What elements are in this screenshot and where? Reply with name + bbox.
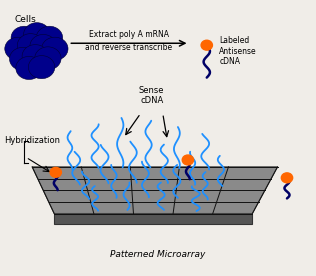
Polygon shape <box>32 167 277 214</box>
Circle shape <box>42 37 68 60</box>
Circle shape <box>16 56 42 79</box>
Circle shape <box>11 26 38 49</box>
Circle shape <box>35 47 61 70</box>
Circle shape <box>24 23 50 46</box>
Circle shape <box>5 37 31 60</box>
Circle shape <box>201 40 212 50</box>
Circle shape <box>9 47 36 70</box>
Circle shape <box>22 45 49 68</box>
Circle shape <box>30 34 56 57</box>
Text: Hybridization: Hybridization <box>4 136 60 145</box>
Text: Sense
cDNA: Sense cDNA <box>139 86 164 105</box>
Text: Labeled
Antisense
cDNA: Labeled Antisense cDNA <box>219 36 257 66</box>
Circle shape <box>28 56 55 79</box>
Polygon shape <box>54 214 252 224</box>
Circle shape <box>281 173 293 183</box>
Text: Extract poly A mRNA: Extract poly A mRNA <box>89 30 169 39</box>
Text: Cells: Cells <box>15 15 37 24</box>
Circle shape <box>50 167 61 177</box>
Circle shape <box>36 26 63 49</box>
Circle shape <box>17 34 44 57</box>
Text: Patterned Microarray: Patterned Microarray <box>110 250 206 259</box>
Circle shape <box>182 155 194 165</box>
Text: and reverse transcribe: and reverse transcribe <box>86 43 173 52</box>
